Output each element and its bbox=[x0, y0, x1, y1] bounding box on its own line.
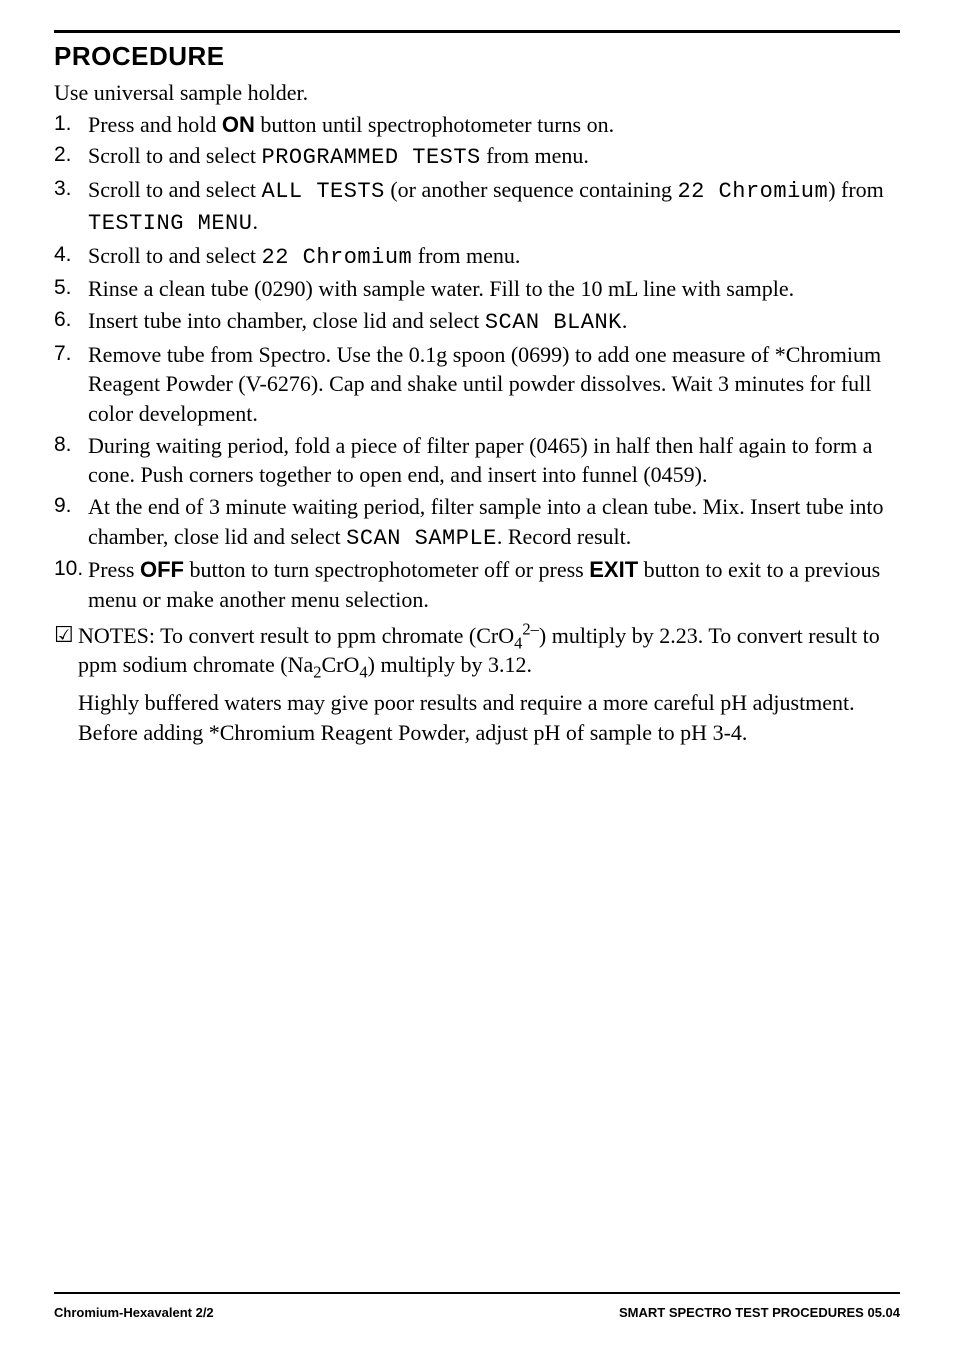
step-number: 10. bbox=[54, 555, 88, 583]
step-6: 6. Insert tube into chamber, close lid a… bbox=[54, 306, 900, 338]
text: ) multiply by 3.12. bbox=[368, 652, 532, 677]
footer-row: Chromium-Hexavalent 2/2 SMART SPECTRO TE… bbox=[54, 1304, 900, 1322]
step-body: Rinse a clean tube (0290) with sample wa… bbox=[88, 274, 900, 304]
text: button until spectrophotometer turns on. bbox=[255, 112, 614, 137]
step-5: 5. Rinse a clean tube (0290) with sample… bbox=[54, 274, 900, 304]
notes-paragraph-2: Highly buffered waters may give poor res… bbox=[78, 688, 900, 747]
text: from menu. bbox=[481, 143, 589, 168]
step-body: Scroll to and select ALL TESTS (or anoth… bbox=[88, 175, 900, 238]
notes-label: NOTES: bbox=[78, 623, 160, 648]
text: Press bbox=[88, 557, 140, 582]
text: (or another sequence containing bbox=[385, 177, 678, 202]
text: To convert result to ppm chromate (CrO bbox=[160, 623, 514, 648]
step-number: 7. bbox=[54, 340, 88, 368]
footer-left: Chromium-Hexavalent 2/2 bbox=[54, 1304, 214, 1322]
step-body: Remove tube from Spectro. Use the 0.1g s… bbox=[88, 340, 900, 429]
text: . Record result. bbox=[497, 524, 631, 549]
step-9: 9. At the end of 3 minute waiting period… bbox=[54, 492, 900, 553]
text: from menu. bbox=[412, 243, 520, 268]
superscript: 2– bbox=[522, 619, 539, 638]
step-body: Press OFF button to turn spectrophotomet… bbox=[88, 555, 900, 614]
step-number: 6. bbox=[54, 306, 88, 334]
step-8: 8. During waiting period, fold a piece o… bbox=[54, 431, 900, 490]
step-body: During waiting period, fold a piece of f… bbox=[88, 431, 900, 490]
procedure-list: 1. Press and hold ON button until spectr… bbox=[54, 110, 900, 615]
checkbox-icon: ☑ bbox=[54, 621, 78, 650]
text: button to turn spectrophotometer off or … bbox=[184, 557, 589, 582]
off-button-label: OFF bbox=[140, 557, 184, 582]
menu-text: SCAN SAMPLE bbox=[346, 526, 497, 551]
notes-block: ☑ NOTES: To convert result to ppm chroma… bbox=[54, 621, 900, 748]
page: PROCEDURE Use universal sample holder. 1… bbox=[0, 0, 954, 1352]
step-number: 4. bbox=[54, 241, 88, 269]
on-button-label: ON bbox=[222, 112, 255, 137]
top-rule bbox=[54, 30, 900, 33]
exit-button-label: EXIT bbox=[589, 557, 638, 582]
step-body: At the end of 3 minute waiting period, f… bbox=[88, 492, 900, 553]
menu-text: SCAN BLANK bbox=[485, 310, 622, 335]
step-number: 3. bbox=[54, 175, 88, 203]
page-footer: Chromium-Hexavalent 2/2 SMART SPECTRO TE… bbox=[54, 1292, 900, 1322]
menu-text: PROGRAMMED TESTS bbox=[262, 145, 481, 170]
step-number: 9. bbox=[54, 492, 88, 520]
step-1: 1. Press and hold ON button until spectr… bbox=[54, 110, 900, 140]
step-number: 2. bbox=[54, 141, 88, 169]
bottom-rule bbox=[54, 1292, 900, 1294]
step-number: 5. bbox=[54, 274, 88, 302]
notes-body: NOTES: To convert result to ppm chromate… bbox=[78, 621, 900, 680]
step-7: 7. Remove tube from Spectro. Use the 0.1… bbox=[54, 340, 900, 429]
notes-line-1: ☑ NOTES: To convert result to ppm chroma… bbox=[54, 621, 900, 680]
step-3: 3. Scroll to and select ALL TESTS (or an… bbox=[54, 175, 900, 238]
text: Insert tube into chamber, close lid and … bbox=[88, 308, 485, 333]
text: . bbox=[622, 308, 628, 333]
text: Scroll to and select bbox=[88, 143, 262, 168]
text: Press and hold bbox=[88, 112, 222, 137]
step-2: 2. Scroll to and select PROGRAMMED TESTS… bbox=[54, 141, 900, 173]
intro-text: Use universal sample holder. bbox=[54, 78, 900, 108]
text: . bbox=[252, 209, 258, 234]
text: ) from bbox=[828, 177, 884, 202]
menu-text: 22 Chromium bbox=[262, 245, 413, 270]
section-heading: PROCEDURE bbox=[54, 39, 900, 74]
footer-right: SMART SPECTRO TEST PROCEDURES 05.04 bbox=[619, 1304, 900, 1322]
step-body: Insert tube into chamber, close lid and … bbox=[88, 306, 900, 338]
step-body: Press and hold ON button until spectroph… bbox=[88, 110, 900, 140]
step-body: Scroll to and select 22 Chromium from me… bbox=[88, 241, 900, 273]
step-number: 8. bbox=[54, 431, 88, 459]
text: CrO bbox=[321, 652, 359, 677]
step-number: 1. bbox=[54, 110, 88, 138]
text: Scroll to and select bbox=[88, 243, 262, 268]
step-10: 10. Press OFF button to turn spectrophot… bbox=[54, 555, 900, 614]
step-body: Scroll to and select PROGRAMMED TESTS fr… bbox=[88, 141, 900, 173]
menu-text: 22 Chromium bbox=[677, 179, 828, 204]
menu-text: TESTING MENU bbox=[88, 211, 252, 236]
text: Scroll to and select bbox=[88, 177, 262, 202]
subscript: 4 bbox=[359, 663, 367, 682]
menu-text: ALL TESTS bbox=[262, 179, 385, 204]
step-4: 4. Scroll to and select 22 Chromium from… bbox=[54, 241, 900, 273]
